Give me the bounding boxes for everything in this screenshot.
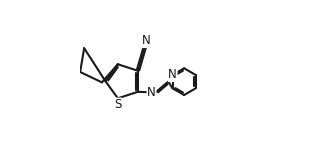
Text: S: S (114, 98, 122, 111)
Text: N: N (147, 86, 156, 99)
Text: N: N (142, 34, 151, 47)
Text: N: N (168, 68, 177, 82)
